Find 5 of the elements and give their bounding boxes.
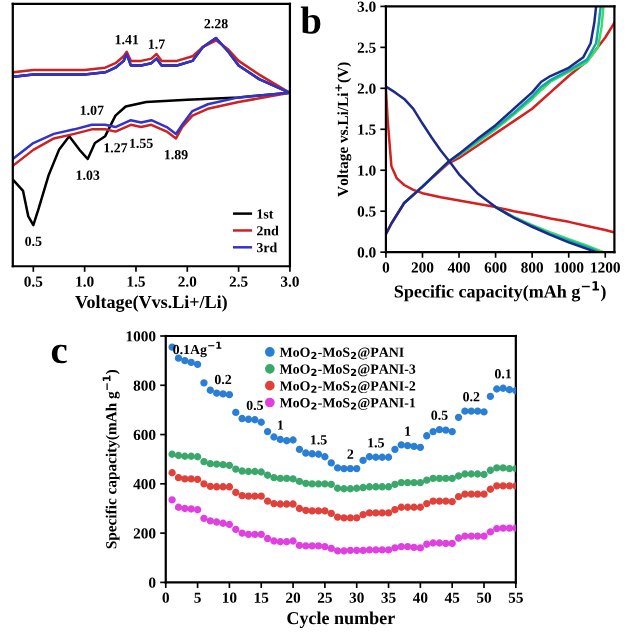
x-axis-title: Cycle number bbox=[287, 611, 395, 628]
x-axis-title: Voltage(Vvs.Li+/Li) bbox=[75, 295, 227, 312]
chart-title: b bbox=[300, 6, 321, 34]
x-axis-title: Specific capacity(mAh g$^{−1}$) bbox=[394, 281, 606, 302]
chart-title: c bbox=[51, 344, 67, 364]
